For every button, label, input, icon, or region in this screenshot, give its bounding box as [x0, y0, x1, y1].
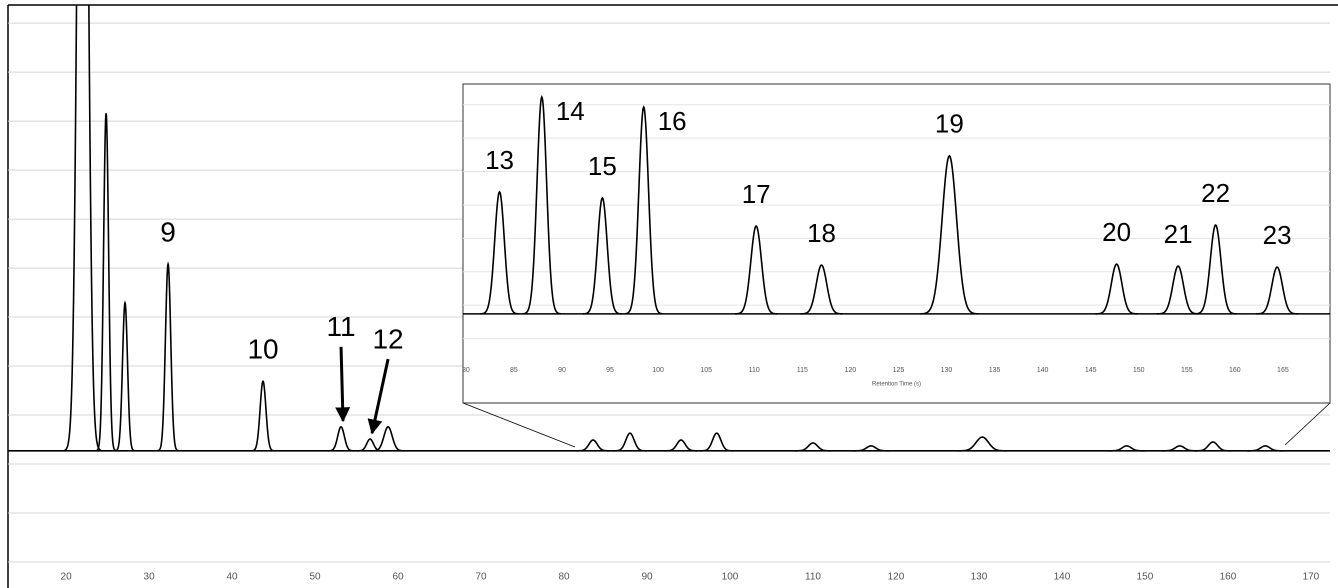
peak-label: 21 — [1164, 219, 1193, 249]
peak — [800, 264, 843, 315]
x-axis-label: Retention Time (s) — [872, 382, 921, 388]
x-tick-label: 120 — [888, 572, 905, 583]
peak-label: 12 — [372, 323, 403, 354]
peak — [64, 5, 102, 452]
x-tick-label: 125 — [893, 367, 905, 374]
peak — [1255, 266, 1299, 315]
peak — [852, 445, 890, 452]
peak-label: 15 — [588, 151, 617, 181]
x-tick-label: 150 — [1133, 367, 1145, 374]
x-tick-label: 80 — [558, 572, 570, 583]
inset-chart: 80 85 90 95 100 105 110 115 120 125 130 135 140 145 15… — [462, 95, 1330, 388]
x-tick-label: 20 — [61, 572, 73, 583]
peak — [1108, 445, 1145, 452]
x-tick-label: 160 — [1229, 367, 1241, 374]
peak — [613, 432, 647, 452]
peak — [700, 432, 734, 452]
peak — [1156, 265, 1200, 315]
peak-label: 16 — [658, 106, 687, 136]
x-tick-label: 70 — [475, 572, 487, 583]
peak — [1194, 441, 1232, 452]
x-tick-label: 60 — [392, 572, 404, 583]
peak-label: 22 — [1201, 178, 1230, 208]
x-tick-label: 100 — [722, 572, 739, 583]
peak-label: 13 — [485, 145, 514, 175]
x-tick-label: 120 — [845, 367, 857, 374]
x-tick-label: 170 — [1303, 572, 1320, 583]
x-tick-label: 95 — [606, 367, 614, 374]
x-tick-label: 135 — [989, 367, 1001, 374]
x-tick-label: 85 — [510, 367, 518, 374]
peak — [957, 436, 1008, 452]
inset-box — [462, 83, 1331, 404]
x-tick-label: 155 — [1181, 367, 1193, 374]
peak-label: 17 — [742, 179, 771, 209]
peak — [794, 442, 832, 452]
peak-label: 18 — [807, 218, 836, 248]
x-tick-label: 80 — [462, 367, 470, 374]
x-tick-label: 90 — [558, 367, 566, 374]
x-tick-label: 30 — [144, 572, 156, 583]
x-tick-label: 100 — [652, 367, 664, 374]
peak — [1095, 263, 1138, 315]
peak — [371, 425, 405, 452]
peak-label: 14 — [556, 96, 585, 126]
peak — [1247, 445, 1284, 452]
x-tick-label: 140 — [1054, 572, 1071, 583]
peak — [583, 196, 622, 315]
peak-label: 11 — [326, 311, 355, 342]
peak — [920, 154, 979, 315]
peak — [1194, 223, 1237, 315]
x-tick-label: 110 — [749, 367, 760, 374]
peak-label: 23 — [1263, 220, 1292, 250]
x-tick-label: 145 — [1085, 367, 1097, 374]
peak — [251, 379, 275, 452]
x-tick-label: 130 — [941, 367, 953, 374]
x-tick-label: 110 — [805, 572, 821, 583]
peak — [576, 439, 610, 452]
peak — [114, 300, 136, 452]
peak-label: 9 — [160, 217, 176, 248]
x-tick-label: 90 — [641, 572, 653, 583]
peak — [327, 425, 355, 452]
peak — [480, 190, 519, 315]
peak — [664, 439, 698, 452]
peak — [356, 438, 384, 452]
x-tick-label: 150 — [1137, 572, 1154, 583]
x-tick-label: 50 — [309, 572, 321, 583]
x-tick-label: 40 — [227, 572, 239, 583]
peak — [157, 261, 179, 452]
x-tick-label: 165 — [1277, 367, 1289, 374]
peak — [1161, 445, 1199, 452]
x-tick-label: 130 — [971, 572, 988, 583]
x-tick-label: 160 — [1220, 572, 1237, 583]
peak — [624, 105, 663, 315]
peak — [95, 113, 117, 452]
x-tick-label: 115 — [797, 367, 808, 374]
peak-label: 20 — [1102, 217, 1131, 247]
peak-label: 19 — [935, 109, 964, 139]
x-tick-label: 105 — [700, 367, 712, 374]
zoom-line — [462, 402, 576, 448]
zoom-line — [1284, 402, 1331, 446]
label-arrow — [367, 358, 390, 435]
x-tick-label: 140 — [1037, 367, 1049, 374]
peak — [522, 95, 562, 315]
label-arrow — [335, 346, 351, 423]
peak-label: 10 — [247, 334, 278, 365]
peak — [734, 224, 778, 315]
